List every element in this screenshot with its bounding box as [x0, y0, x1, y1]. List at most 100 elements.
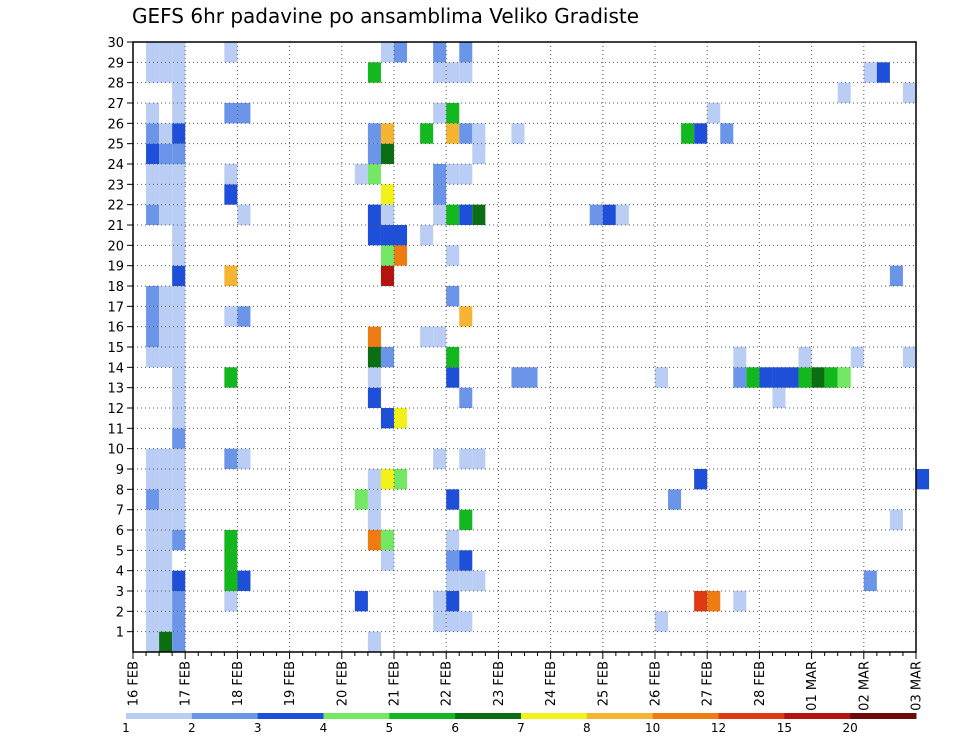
cells-layer — [146, 42, 930, 652]
colorbar-label: 8 — [583, 721, 591, 735]
y-tick-label: 3 — [116, 585, 124, 600]
chart-title: GEFS 6hr padavine po ansamblima Veliko G… — [132, 4, 640, 28]
precip-cell — [367, 347, 381, 368]
precip-cell — [472, 204, 486, 225]
precip-cell — [172, 469, 186, 490]
colorbar: 1 2 3 4 5 6 7 8 10 12 15 20 — [122, 713, 917, 735]
precip-cell — [615, 204, 629, 225]
precip-cell — [759, 367, 773, 388]
precip-cell — [380, 184, 394, 205]
colorbar-label: 10 — [645, 721, 660, 735]
x-tick-label: 20 FEB — [335, 661, 350, 706]
precip-cell — [159, 611, 173, 632]
y-tick-label: 7 — [116, 504, 124, 519]
precip-cell — [459, 204, 473, 225]
precip-cell — [459, 387, 473, 408]
precip-cell — [146, 570, 160, 591]
precip-cell — [902, 82, 916, 103]
precip-cell — [159, 62, 173, 83]
x-tick-label: 28 FEB — [753, 661, 768, 706]
precip-cell — [224, 530, 238, 551]
precip-cell — [433, 164, 447, 185]
precip-cell — [237, 103, 251, 124]
precip-cell — [733, 367, 747, 388]
colorbar-segment — [521, 713, 588, 719]
precip-cell — [772, 367, 786, 388]
y-tick-label: 19 — [107, 260, 124, 275]
precip-cell — [380, 42, 394, 63]
y-tick-label: 30 — [107, 36, 124, 51]
precip-cell — [446, 591, 460, 612]
y-tick-label: 15 — [107, 341, 124, 356]
precip-cell — [172, 611, 186, 632]
precip-cell — [798, 367, 812, 388]
precip-cell — [172, 62, 186, 83]
precip-cell — [237, 204, 251, 225]
colorbar-segment — [389, 713, 456, 719]
precip-cell — [146, 631, 160, 652]
precip-cell — [446, 550, 460, 571]
precip-cell — [354, 489, 368, 510]
precip-cell — [354, 164, 368, 185]
precip-cell — [367, 225, 381, 246]
precip-cell — [889, 509, 903, 530]
precip-cell — [146, 42, 160, 63]
precip-cell — [172, 123, 186, 144]
precip-cell — [380, 245, 394, 266]
precip-cell — [433, 591, 447, 612]
colorbar-label: 15 — [777, 721, 792, 735]
precip-cell — [224, 42, 238, 63]
precip-cell — [446, 570, 460, 591]
x-tick-label: 02 MAR — [857, 661, 872, 711]
precip-cell — [172, 591, 186, 612]
precip-cell — [785, 367, 799, 388]
precip-cell — [902, 347, 916, 368]
precip-cell — [146, 164, 160, 185]
precip-cell — [159, 286, 173, 307]
precip-cell — [224, 570, 238, 591]
precip-cell — [367, 143, 381, 164]
precip-cell — [694, 123, 708, 144]
precip-cell — [172, 42, 186, 63]
precip-cell — [655, 367, 669, 388]
precip-cell — [146, 62, 160, 83]
precip-cell — [394, 42, 408, 63]
precip-cell — [380, 347, 394, 368]
y-tick-label: 4 — [116, 565, 124, 580]
precip-cell — [172, 631, 186, 652]
y-tick-label: 8 — [116, 483, 124, 498]
precip-cell — [433, 42, 447, 63]
precip-cell — [446, 103, 460, 124]
precip-cell — [159, 347, 173, 368]
x-tick-label: 16 FEB — [127, 661, 142, 706]
y-tick-label: 16 — [107, 321, 124, 336]
precip-cell — [146, 509, 160, 530]
precip-cell — [172, 204, 186, 225]
precip-cell — [446, 347, 460, 368]
precip-cell — [172, 570, 186, 591]
colorbar-label: 6 — [451, 721, 459, 735]
precip-cell — [172, 347, 186, 368]
precip-cell — [367, 164, 381, 185]
precip-cell — [146, 448, 160, 469]
x-axis: 16 FEB 17 FEB 18 FEB 19 FEB 20 FEB 21 FEB 22 F… — [127, 652, 925, 711]
colorbar-segment — [126, 713, 193, 719]
precip-cell — [159, 489, 173, 510]
precip-cell — [459, 448, 473, 469]
precip-cell — [159, 530, 173, 551]
y-tick-label: 26 — [107, 117, 124, 132]
precip-cell — [433, 184, 447, 205]
precip-cell — [863, 62, 877, 83]
y-tick-label: 29 — [107, 56, 124, 71]
precip-cell — [380, 530, 394, 551]
precip-cell — [472, 570, 486, 591]
precip-cell — [459, 550, 473, 571]
precip-cell — [172, 326, 186, 347]
precip-cell — [159, 448, 173, 469]
colorbar-segment — [257, 713, 324, 719]
colorbar-segment — [323, 713, 390, 719]
colorbar-segment — [652, 713, 719, 719]
precip-cell — [380, 204, 394, 225]
precip-cell — [511, 123, 525, 144]
precip-cell — [367, 509, 381, 530]
